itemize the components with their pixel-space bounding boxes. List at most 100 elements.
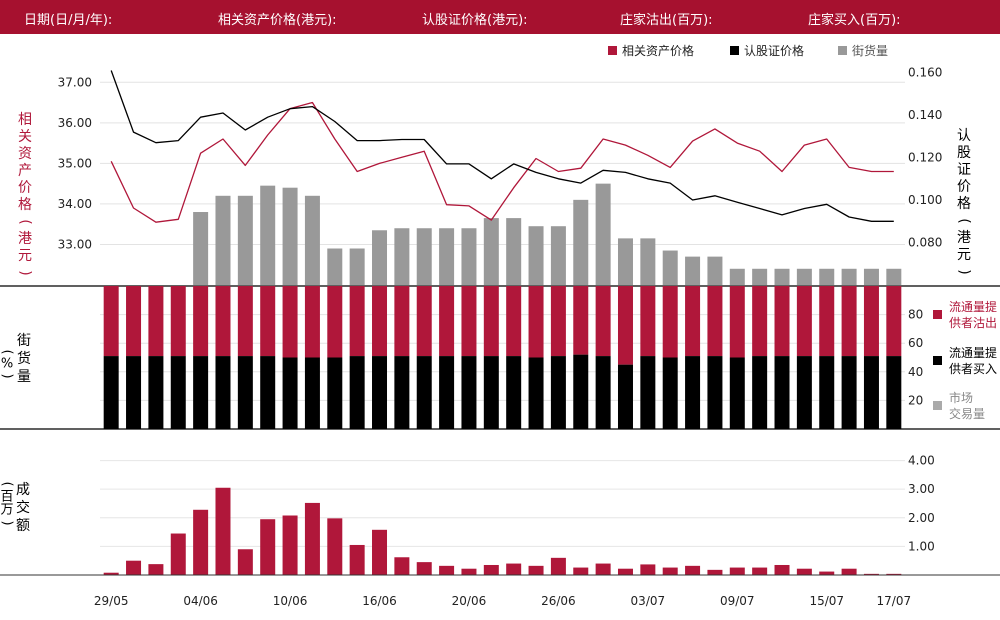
mm-sell-bar [215,286,231,357]
mm-buy-bar [573,354,589,429]
price-legend-label: 认股证价格 [744,43,804,58]
street-volume-bar [439,228,455,285]
right-axis-tick-label: 0.160 [908,66,942,80]
turnover-bar [282,515,298,575]
turnover-axis-unit-char: ( [0,481,15,486]
ratio-axis-title-char: 货 [17,350,31,367]
price-legend-label: 街货量 [852,43,888,58]
x-axis-tick-label: 03/07 [631,594,666,608]
left-axis-title-char: 相 [18,112,32,128]
street-volume-bar [662,250,678,285]
turnover-axis-title-char: 成 [16,482,30,498]
turnover-bar [215,487,231,575]
mm-sell-bar [617,286,633,365]
mm-buy-bar [617,364,633,429]
street-volume-bar [550,226,566,285]
turnover-bar [796,568,812,575]
x-axis-tick-label: 10/06 [273,594,308,608]
right-axis-title-char: 认 [957,128,971,144]
mm-buy-bar [506,356,522,429]
turnover-bar [863,573,879,575]
turnover-bar [841,568,857,575]
street-volume-bar [819,268,835,285]
turnover-bar [394,557,410,575]
turnover-axis-title-char: 额 [16,518,30,534]
left-axis-title-char: 元 [18,248,32,264]
right-axis-title-char: 港 [957,230,971,246]
mm-sell-bar [304,286,320,358]
underlying-price-line [110,101,894,223]
turnover-tick-label: 2.00 [908,511,935,525]
street-volume-bar [595,183,611,285]
mm-sell-bar [237,286,253,357]
mm-buy-bar [707,356,723,429]
mm-buy-bar [327,357,343,429]
ratio-axis-unit-char: % [1,357,13,372]
mm-sell-bar [886,286,902,357]
mm-buy-bar [282,357,298,429]
left-axis-title: 相关资产价格 (港元) [17,112,33,276]
mm-sell-bar [260,286,276,357]
mm-buy-bar [550,356,566,429]
street-volume-bar [640,238,656,285]
left-axis-title-char: ( [17,219,33,224]
left-axis-tick-label: 34.00 [58,197,92,211]
mm-buy-bar [215,356,231,429]
mm-buy-bar [886,356,902,429]
street-volume-bar [685,256,701,285]
mm-sell-bar [372,286,388,357]
turnover-bar [349,544,365,575]
ratio-legend-swatch [933,310,942,319]
mm-buy-bar [439,356,455,429]
mm-buy-bar [170,356,186,429]
ratio-axis-unit-char: ( [0,349,15,354]
mm-sell-bar [707,286,723,357]
right-axis-title-char: 股 [957,145,971,161]
mm-buy-bar [729,357,745,429]
right-axis-title-char: ) [956,269,972,274]
mm-buy-bar [752,356,768,429]
street-volume-bar [729,268,745,285]
mm-sell-bar [349,286,365,357]
mm-buy-bar [103,356,119,429]
turnover-bar [617,568,633,575]
ratio-legend-swatch [933,356,942,365]
price-legend-label: 相关资产价格 [622,43,694,58]
mm-sell-bar [282,286,298,358]
mm-buy-bar [349,356,365,429]
x-axis-tick-label: 26/06 [541,594,576,608]
turnover-bar [819,571,835,575]
turnover-tick-label: 1.00 [908,539,935,553]
street-volume-bar [327,248,343,285]
x-axis-tick-label: 20/06 [452,594,487,608]
street-volume-bar [841,268,857,285]
turnover-bar [260,519,276,575]
mm-buy-bar [193,356,209,429]
mm-buy-bar [819,356,835,429]
ratio-legend-swatch [933,401,942,410]
mm-sell-bar [528,286,544,358]
turnover-bar [662,567,678,575]
right-axis-title-char: 格 [957,196,971,212]
turnover-bar [752,567,768,575]
left-axis-tick-label: 37.00 [58,75,92,89]
left-axis-title-char: 资 [18,146,32,162]
mm-sell-bar [662,286,678,358]
ratio-axis-unit: (%) [0,349,15,378]
ratio-axis-title: 街货量 [17,333,31,385]
left-axis-tick-label: 33.00 [58,237,92,251]
left-axis-title-char: ) [17,270,33,275]
turnover-bar [685,565,701,575]
ratio-legend-label: 市场交易量 [949,390,985,421]
turnover-bar [126,560,142,575]
ratio-axis-title-char: 量 [17,369,31,385]
street-volume-bar [506,218,522,285]
x-axis-tick-label: 29/05 [94,594,129,608]
turnover-bar [707,569,723,575]
mm-sell-bar [595,286,611,357]
street-volume-bar [349,248,365,285]
street-volume-bar [304,195,320,285]
turnover-bar [729,567,745,575]
x-axis-tick-label: 09/07 [720,594,755,608]
